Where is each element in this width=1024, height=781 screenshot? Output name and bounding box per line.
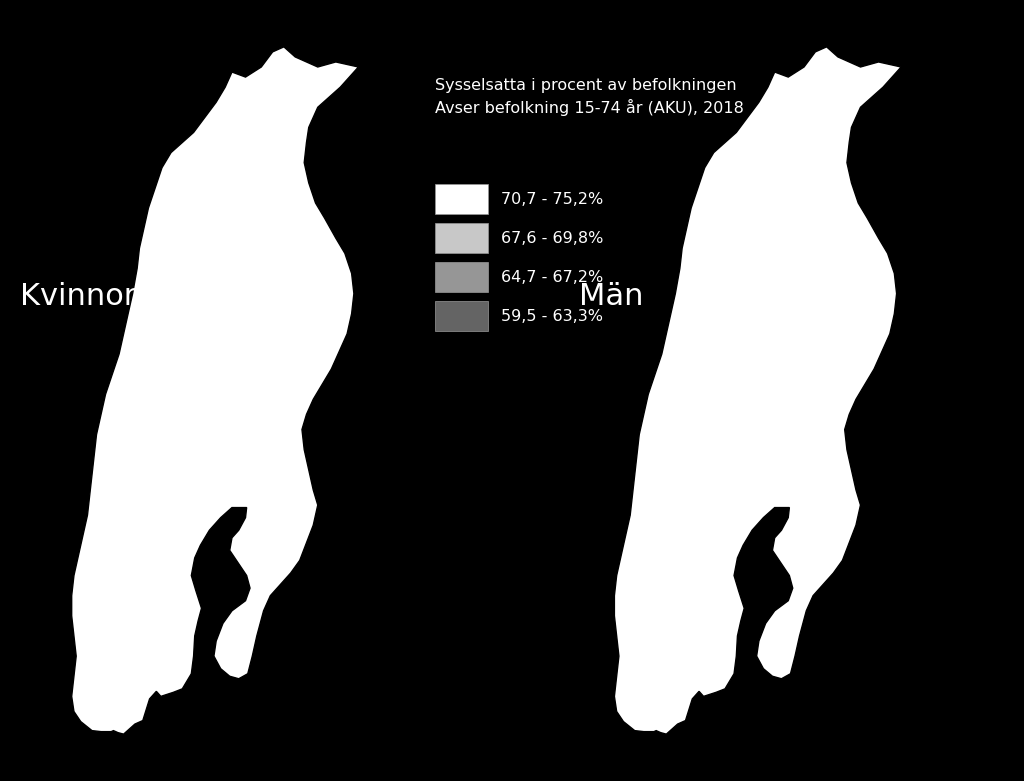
FancyBboxPatch shape xyxy=(435,223,488,253)
FancyBboxPatch shape xyxy=(435,301,488,331)
Text: Sysselsatta i procent av befolkningen
Avser befolkning 15-74 år (AKU), 2018: Sysselsatta i procent av befolkningen Av… xyxy=(435,78,744,116)
Polygon shape xyxy=(72,47,358,734)
Text: Kvinnor: Kvinnor xyxy=(20,282,137,312)
Text: 67,6 - 69,8%: 67,6 - 69,8% xyxy=(501,230,603,246)
Text: Män: Män xyxy=(579,282,643,312)
FancyBboxPatch shape xyxy=(435,262,488,292)
Text: 64,7 - 67,2%: 64,7 - 67,2% xyxy=(501,269,603,285)
FancyBboxPatch shape xyxy=(435,184,488,214)
Text: 70,7 - 75,2%: 70,7 - 75,2% xyxy=(501,191,603,207)
Polygon shape xyxy=(614,47,901,734)
Text: 59,5 - 63,3%: 59,5 - 63,3% xyxy=(501,308,603,324)
